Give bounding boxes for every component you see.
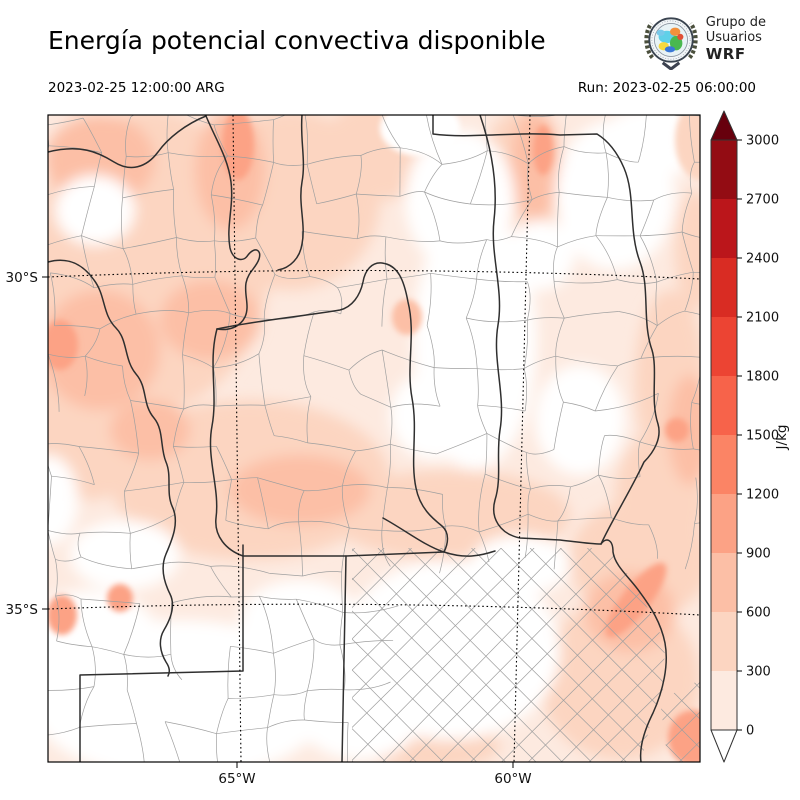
x-axis-tick-label: 65°W (218, 771, 255, 787)
axis-labels: 30°S 35°S 65°W 60°W (6, 270, 532, 787)
y-axis-tick-label: 35°S (6, 602, 39, 618)
colorbar-tick-label: 2100 (746, 311, 779, 326)
logo-text-line1: Grupo de (705, 15, 766, 31)
province-border (48, 115, 207, 169)
colorbar-segment (711, 494, 737, 553)
wrf-logo-model-field (656, 27, 684, 53)
province-border (479, 115, 602, 545)
cape-region (290, 640, 430, 760)
colorbar-tick-label: 1800 (746, 370, 779, 385)
cape-region (48, 595, 77, 635)
cape-region (230, 455, 370, 525)
cape-region (55, 175, 135, 245)
cape-region (48, 290, 160, 410)
colorbar-tick-label: 2700 (746, 193, 779, 208)
colorbar-tick-label: 1200 (746, 488, 779, 503)
colorbar-tick-label: 3000 (746, 134, 779, 149)
cape-region (533, 125, 553, 175)
cape-region (107, 584, 133, 612)
cape-region (470, 535, 570, 595)
colorbar-segment (711, 612, 737, 671)
cape-region (505, 220, 575, 290)
colorbar-segment (711, 376, 737, 435)
wrf-logo-globe-icon (644, 17, 698, 70)
cape-field (48, 115, 700, 762)
colorbar-tick-label: 2400 (746, 252, 779, 267)
cape-region (160, 640, 320, 740)
wrf-logo: Grupo de Usuarios WRF (642, 10, 766, 70)
colorbar-unit-label: J/kg (774, 425, 790, 451)
province-border (341, 555, 347, 762)
cape-region (70, 520, 180, 590)
cape-region (665, 418, 689, 442)
cape-region (160, 280, 260, 360)
cape-region (390, 370, 480, 460)
logo-text-line2: Usuarios (705, 30, 762, 46)
province-border (216, 262, 449, 553)
x-axis-tick-label: 60°W (494, 771, 531, 787)
province-border (600, 539, 668, 762)
colorbar-over-arrow (710, 110, 738, 141)
cape-region (555, 120, 675, 270)
colorbar-segment (711, 258, 737, 317)
province-border (205, 115, 261, 331)
colorbar-segment (711, 199, 737, 258)
colorbar-tick-label: 300 (746, 665, 771, 680)
valid-time: 2023-02-25 12:00:00 ARG (48, 80, 225, 96)
time-row: 2023-02-25 12:00:00 ARG Run: 2023-02-25 … (48, 80, 756, 96)
province-border (277, 115, 305, 271)
province-border (48, 259, 177, 677)
y-axis-tick-label: 30°S (6, 270, 39, 286)
colorbar-tick-label: 0 (746, 724, 754, 739)
plot-title: Energía potencial convectiva disponible (48, 26, 546, 55)
province-border (382, 517, 496, 557)
department-boundaries (48, 115, 700, 762)
province-border (432, 115, 660, 545)
cape-region (405, 130, 515, 270)
cape-region (222, 115, 254, 180)
cape-region (48, 455, 78, 545)
colorbar-tick-label: 600 (746, 606, 771, 621)
colorbar-under-arrow (710, 729, 738, 763)
cape-region (110, 400, 190, 460)
map-frame (47, 114, 701, 763)
province-borders (48, 115, 668, 762)
run-time: Run: 2023-02-25 06:00:00 (577, 80, 756, 96)
colorbar: 0 300 600 900 1200 1500 1800 2100 2400 2700 3000 (710, 110, 779, 763)
colorbar-segment (711, 140, 737, 199)
graticule (48, 115, 700, 762)
colorbar-segment (711, 553, 737, 612)
cape-region (605, 562, 667, 638)
colorbar-segment (711, 317, 737, 376)
province-border (209, 328, 445, 557)
province-border (79, 544, 244, 762)
colorbar-segment (711, 435, 737, 494)
cape-region (392, 299, 422, 335)
cape-region (535, 365, 625, 475)
cape-region (675, 190, 700, 310)
colorbar-tick-label: 900 (746, 547, 771, 562)
colorbar-tick-label: 1500 (746, 429, 779, 444)
colorbar-segment (711, 671, 737, 730)
cape-region (240, 580, 360, 660)
cape-region (380, 115, 460, 156)
logo-text-line3: WRF (705, 45, 746, 64)
